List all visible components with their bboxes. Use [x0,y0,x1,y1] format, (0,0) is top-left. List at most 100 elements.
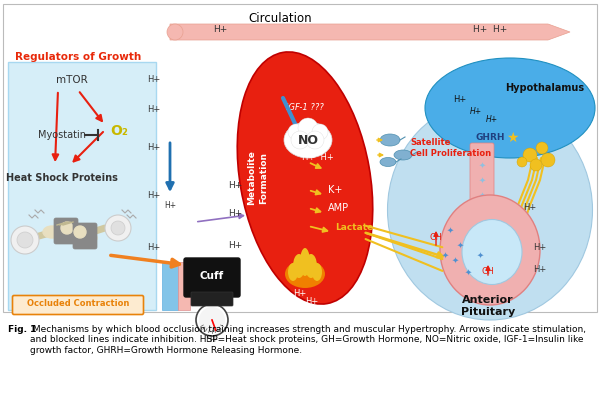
Text: H+: H+ [533,266,547,274]
Circle shape [312,124,328,140]
Circle shape [196,304,228,336]
FancyBboxPatch shape [191,292,233,306]
Ellipse shape [288,263,298,281]
Ellipse shape [237,52,373,304]
Text: H+: H+ [205,335,218,345]
Text: H+: H+ [147,106,160,114]
Ellipse shape [285,260,325,288]
Ellipse shape [462,220,522,285]
Text: NO: NO [298,135,319,148]
Circle shape [61,222,73,234]
Text: H+: H+ [228,208,242,218]
Ellipse shape [293,254,305,278]
Text: H+: H+ [283,297,296,306]
Text: H+: H+ [213,25,227,33]
Circle shape [17,232,33,248]
Text: Myostatin: Myostatin [38,130,86,140]
Text: ✦: ✦ [446,225,454,235]
Ellipse shape [394,150,412,160]
Text: H+: H+ [147,243,160,252]
Text: H+  H+: H+ H+ [302,154,334,162]
Text: H+: H+ [305,297,319,306]
Text: H+: H+ [523,204,536,212]
Circle shape [288,124,304,140]
Text: H+: H+ [533,243,547,252]
Text: AMP: AMP [328,203,349,213]
Circle shape [298,118,318,138]
Text: H+: H+ [147,191,160,200]
Ellipse shape [380,158,396,166]
Text: H+: H+ [228,241,242,249]
FancyBboxPatch shape [3,4,597,312]
Text: Anterior
Pituitary: Anterior Pituitary [461,295,515,317]
Text: H+: H+ [486,116,498,125]
Circle shape [111,221,125,235]
Text: mTOR: mTOR [56,75,88,85]
Ellipse shape [388,100,593,320]
Text: H+: H+ [147,143,160,152]
Circle shape [306,131,324,149]
Circle shape [74,226,86,238]
Text: H+: H+ [454,96,467,104]
Text: H+: H+ [164,200,176,210]
FancyBboxPatch shape [8,62,156,310]
FancyBboxPatch shape [54,218,78,244]
FancyBboxPatch shape [470,143,494,227]
Circle shape [11,226,39,254]
Text: Fig. 1: Fig. 1 [8,325,37,334]
Text: O₂: O₂ [110,124,128,138]
Text: ✦: ✦ [442,251,449,260]
Text: GHRH: GHRH [475,133,505,143]
Text: Heat Shock Proteins: Heat Shock Proteins [6,173,118,183]
Text: H+: H+ [228,181,242,189]
Text: ✦: ✦ [476,251,484,260]
Circle shape [517,157,527,167]
Text: ★: ★ [506,131,518,145]
Text: GH: GH [430,233,442,243]
Circle shape [291,131,309,149]
FancyBboxPatch shape [184,258,240,297]
FancyArrow shape [170,24,570,40]
Circle shape [541,153,555,167]
Text: Lactate: Lactate [335,224,373,233]
Text: GH: GH [482,268,494,276]
Text: Regulators of Growth: Regulators of Growth [15,52,141,62]
Text: ✦: ✦ [452,256,458,264]
Text: ✦: ✦ [479,191,485,200]
Text: Cuff: Cuff [200,271,224,281]
Text: Metabolite
Formation: Metabolite Formation [248,150,268,205]
Text: Occluded Contraction: Occluded Contraction [27,299,129,308]
Ellipse shape [167,24,183,40]
Text: ✦: ✦ [464,268,472,276]
FancyBboxPatch shape [73,223,97,249]
Ellipse shape [380,134,400,146]
Text: Hypothalamus: Hypothalamus [505,83,584,93]
FancyBboxPatch shape [178,262,190,310]
Circle shape [523,148,537,162]
Ellipse shape [440,195,540,305]
Text: IGF-1 ???: IGF-1 ??? [286,104,324,112]
Text: H+: H+ [147,75,160,85]
Ellipse shape [312,263,322,281]
Text: ✦: ✦ [457,241,464,249]
Text: Circulation: Circulation [248,12,312,25]
Text: K+: K+ [328,185,343,195]
Circle shape [199,307,225,333]
Ellipse shape [284,122,332,158]
Circle shape [105,215,131,241]
FancyBboxPatch shape [13,295,143,314]
Text: Satellite
Cell Proliferation: Satellite Cell Proliferation [410,138,491,158]
Text: Mechanisms by which blood occlusion training increases strength and muscular Hyp: Mechanisms by which blood occlusion trai… [30,325,586,355]
Ellipse shape [425,58,595,158]
Ellipse shape [43,226,61,238]
Text: H+: H+ [293,289,307,297]
Circle shape [536,142,548,154]
Ellipse shape [79,232,97,244]
Text: ✦: ✦ [479,160,485,170]
Ellipse shape [300,248,310,276]
Text: ✦: ✦ [479,175,485,185]
Ellipse shape [305,254,317,278]
Text: H+  H+: H+ H+ [473,25,507,33]
Circle shape [530,159,542,171]
FancyBboxPatch shape [162,262,178,310]
